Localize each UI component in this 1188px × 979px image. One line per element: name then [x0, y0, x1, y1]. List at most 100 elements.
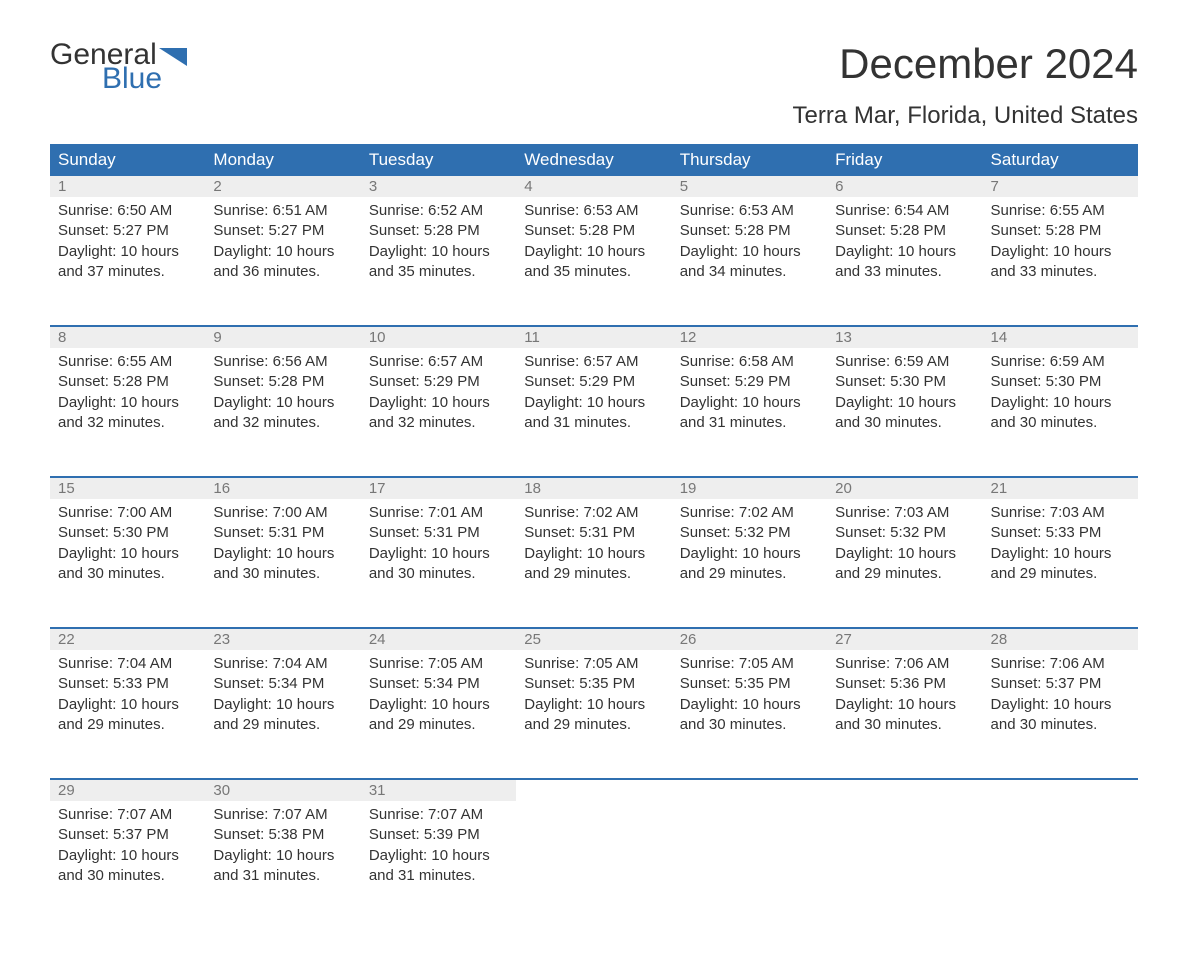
day-number-cell: 19 — [672, 478, 827, 499]
day-number-cell: 9 — [205, 327, 360, 348]
day-number-cell: 1 — [50, 176, 205, 197]
daylight-text-line1: Daylight: 10 hours — [524, 393, 663, 413]
daylight-text-line2: and 30 minutes. — [835, 715, 974, 735]
sunrise-text: Sunrise: 7:02 AM — [524, 503, 663, 523]
daylight-text-line2: and 30 minutes. — [991, 413, 1130, 433]
daylight-text-line1: Daylight: 10 hours — [991, 695, 1130, 715]
day-cell: Sunrise: 6:56 AMSunset: 5:28 PMDaylight:… — [205, 348, 360, 477]
daylight-text-line1: Daylight: 10 hours — [58, 544, 197, 564]
day-number-cell: 15 — [50, 478, 205, 499]
day-content-row: Sunrise: 7:04 AMSunset: 5:33 PMDaylight:… — [50, 650, 1138, 779]
day-info: Sunrise: 7:03 AMSunset: 5:33 PMDaylight:… — [983, 499, 1138, 596]
daylight-text-line1: Daylight: 10 hours — [680, 695, 819, 715]
day-cell — [983, 801, 1138, 929]
day-number-cell: 4 — [516, 176, 671, 197]
day-info: Sunrise: 7:02 AMSunset: 5:32 PMDaylight:… — [672, 499, 827, 596]
day-info: Sunrise: 7:05 AMSunset: 5:35 PMDaylight:… — [672, 650, 827, 747]
day-number: 17 — [361, 478, 516, 499]
daylight-text-line1: Daylight: 10 hours — [369, 695, 508, 715]
daylight-text-line2: and 35 minutes. — [524, 262, 663, 282]
month-title: December 2024 — [793, 40, 1138, 88]
sunset-text: Sunset: 5:28 PM — [213, 372, 352, 392]
daylight-text-line2: and 36 minutes. — [213, 262, 352, 282]
day-number: 22 — [50, 629, 205, 650]
daylight-text-line1: Daylight: 10 hours — [369, 846, 508, 866]
sunrise-text: Sunrise: 7:05 AM — [369, 654, 508, 674]
daylight-text-line1: Daylight: 10 hours — [58, 846, 197, 866]
sunrise-text: Sunrise: 6:57 AM — [524, 352, 663, 372]
day-cell: Sunrise: 6:57 AMSunset: 5:29 PMDaylight:… — [361, 348, 516, 477]
day-info: Sunrise: 7:00 AMSunset: 5:30 PMDaylight:… — [50, 499, 205, 596]
day-number-cell: 23 — [205, 629, 360, 650]
day-content-row: Sunrise: 6:55 AMSunset: 5:28 PMDaylight:… — [50, 348, 1138, 477]
location-subtitle: Terra Mar, Florida, United States — [793, 102, 1138, 130]
day-info: Sunrise: 7:05 AMSunset: 5:35 PMDaylight:… — [516, 650, 671, 747]
day-number-row: 1234567 — [50, 176, 1138, 197]
sunrise-text: Sunrise: 6:58 AM — [680, 352, 819, 372]
day-number-cell — [983, 780, 1138, 801]
logo-text-blue: Blue — [102, 64, 187, 94]
sunrise-text: Sunrise: 6:50 AM — [58, 201, 197, 221]
day-number: 21 — [983, 478, 1138, 499]
day-cell: Sunrise: 7:03 AMSunset: 5:33 PMDaylight:… — [983, 499, 1138, 628]
daylight-text-line1: Daylight: 10 hours — [524, 695, 663, 715]
daylight-text-line2: and 30 minutes. — [58, 564, 197, 584]
day-content-row: Sunrise: 6:50 AM Sunset: 5:27 PM Daylight:… — [50, 197, 1138, 326]
sunset-text: Sunset: 5:28 PM — [991, 221, 1130, 241]
daylight-text-line1: Daylight: 10 hours — [524, 544, 663, 564]
day-cell: Sunrise: 7:07 AMSunset: 5:38 PMDaylight:… — [205, 801, 360, 929]
day-cell: Sunrise: 7:03 AMSunset: 5:32 PMDaylight:… — [827, 499, 982, 628]
day-number-cell: 21 — [983, 478, 1138, 499]
header-row: General Blue December 2024 Terra Mar, Fl… — [50, 40, 1138, 130]
sunrise-text: Sunrise: 7:07 AM — [369, 805, 508, 825]
sunset-text: Sunset: 5:32 PM — [835, 523, 974, 543]
sunset-text: Sunset: 5:29 PM — [369, 372, 508, 392]
day-number-cell — [827, 780, 982, 801]
daylight-text-line2: and 37 minutes. — [58, 262, 197, 282]
day-cell: Sunrise: 7:02 AMSunset: 5:32 PMDaylight:… — [672, 499, 827, 628]
sunset-text: Sunset: 5:31 PM — [524, 523, 663, 543]
brand-logo: General Blue — [50, 40, 187, 94]
sunrise-text: Sunrise: 6:54 AM — [835, 201, 974, 221]
day-number: 7 — [983, 176, 1138, 197]
day-number: 10 — [361, 327, 516, 348]
day-info: Sunrise: 7:04 AMSunset: 5:33 PMDaylight:… — [50, 650, 205, 747]
day-number-cell — [516, 780, 671, 801]
sunset-text: Sunset: 5:33 PM — [58, 674, 197, 694]
day-number: 16 — [205, 478, 360, 499]
day-info: Sunrise: 7:04 AMSunset: 5:34 PMDaylight:… — [205, 650, 360, 747]
daylight-text-line2: and 33 minutes. — [835, 262, 974, 282]
daylight-text-line2: and 33 minutes. — [991, 262, 1130, 282]
sunset-text: Sunset: 5:37 PM — [58, 825, 197, 845]
day-number-cell: 13 — [827, 327, 982, 348]
title-block: December 2024 Terra Mar, Florida, United… — [793, 40, 1138, 130]
daylight-text-line2: and 29 minutes. — [524, 715, 663, 735]
day-number: 26 — [672, 629, 827, 650]
day-info: Sunrise: 6:57 AMSunset: 5:29 PMDaylight:… — [516, 348, 671, 445]
sunset-text: Sunset: 5:28 PM — [680, 221, 819, 241]
day-number: 30 — [205, 780, 360, 801]
daylight-text-line1: Daylight: 10 hours — [58, 695, 197, 715]
daylight-text-line2: and 31 minutes. — [680, 413, 819, 433]
day-cell: Sunrise: 7:07 AMSunset: 5:39 PMDaylight:… — [361, 801, 516, 929]
sunset-text: Sunset: 5:28 PM — [369, 221, 508, 241]
sunrise-text: Sunrise: 7:04 AM — [58, 654, 197, 674]
day-number: 9 — [205, 327, 360, 348]
daylight-text-line2: and 29 minutes. — [524, 564, 663, 584]
day-number: 13 — [827, 327, 982, 348]
daylight-text-line1: Daylight: 10 hours — [58, 393, 197, 413]
sunset-text: Sunset: 5:34 PM — [213, 674, 352, 694]
daylight-text-line2: and 31 minutes. — [213, 866, 352, 886]
day-number: 5 — [672, 176, 827, 197]
day-number-cell: 27 — [827, 629, 982, 650]
sunset-text: Sunset: 5:27 PM — [213, 221, 352, 241]
day-number-cell: 11 — [516, 327, 671, 348]
sunset-text: Sunset: 5:38 PM — [213, 825, 352, 845]
daylight-text-line2: and 32 minutes. — [58, 413, 197, 433]
daylight-text-line2: and 30 minutes. — [213, 564, 352, 584]
day-number: 14 — [983, 327, 1138, 348]
daylight-text-line1: Daylight: 10 hours — [58, 242, 197, 262]
daylight-text-line1: Daylight: 10 hours — [213, 846, 352, 866]
daylight-text-line1: Daylight: 10 hours — [835, 393, 974, 413]
day-cell: Sunrise: 6:59 AMSunset: 5:30 PMDaylight:… — [983, 348, 1138, 477]
